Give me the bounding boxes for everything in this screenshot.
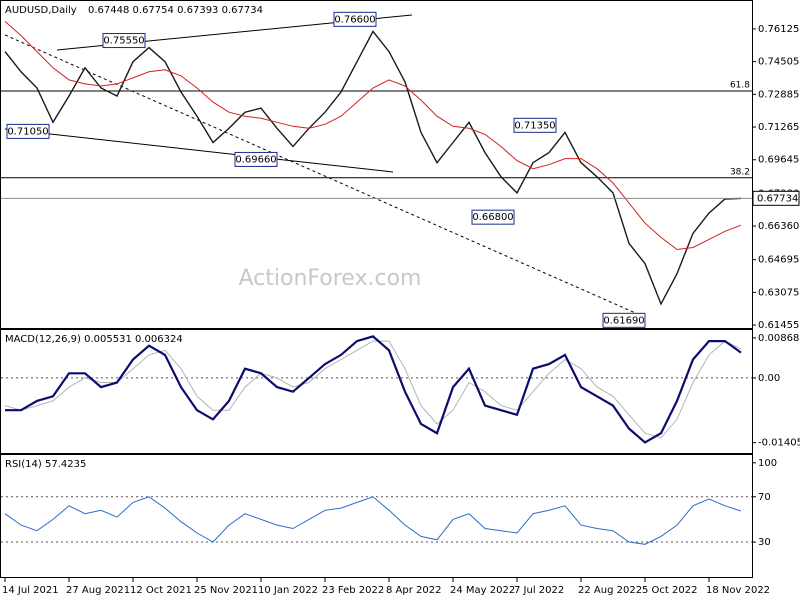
y-tick-label: 0.63075 <box>758 287 799 298</box>
x-tick-label: 8 Apr 2022 <box>386 585 441 596</box>
trend-line <box>4 34 641 316</box>
macd-panel <box>0 329 753 454</box>
price-annotation: 0.76600 <box>334 14 375 25</box>
last-price-box <box>752 190 800 206</box>
y-tick-label: 70 <box>758 492 771 503</box>
ohlc-values: 0.67448 0.67754 0.67393 0.67734 <box>88 5 263 16</box>
price-annotation: 0.69660 <box>235 154 276 165</box>
x-tick-label: 5 Oct 2022 <box>642 585 697 596</box>
x-tick-label: 7 Jul 2022 <box>514 585 564 596</box>
price-annotation: 0.71350 <box>514 120 555 131</box>
y-tick-label: 100 <box>758 458 777 469</box>
price-annotation-box <box>234 151 278 167</box>
x-tick-label: 27 Aug 2021 <box>66 585 130 596</box>
y-tick-label: 0.008687 <box>758 333 800 344</box>
y-tick-label: 0.76125 <box>758 24 799 35</box>
watermark: ActionForex.com <box>239 266 422 291</box>
x-tick-label: 22 Aug 2022 <box>578 585 642 596</box>
x-tick-label: 10 Jan 2022 <box>258 585 318 596</box>
y-tick-label: 0.61455 <box>758 320 799 331</box>
y-tick-label: 0.71265 <box>758 122 799 133</box>
x-tick-label: 23 Feb 2022 <box>322 585 384 596</box>
trend-line <box>4 128 394 173</box>
fib-label: 61.8 <box>730 80 750 90</box>
rsi-panel <box>0 454 753 578</box>
price-annotation: 0.75550 <box>103 36 144 47</box>
y-tick-label: 0.69645 <box>758 155 799 166</box>
rsi-title: RSI(14) 57.4235 <box>5 459 86 470</box>
x-tick-label: 14 Jul 2021 <box>2 585 59 596</box>
y-tick-label: 30 <box>758 537 771 548</box>
x-tick-label: 24 May 2022 <box>450 585 515 596</box>
series-line <box>4 21 742 251</box>
last-price-label: 0.67734 <box>757 193 798 204</box>
price-panel <box>0 0 753 329</box>
y-tick-label: 0.74505 <box>758 57 799 68</box>
price-annotation-box <box>602 312 646 328</box>
price-annotation: 0.61690 <box>603 315 644 326</box>
x-tick-label: 18 Nov 2022 <box>706 585 770 596</box>
y-tick-label: 0.72885 <box>758 89 799 100</box>
price-annotation-box <box>333 11 377 27</box>
y-tick-label: 0.00 <box>758 373 780 384</box>
macd-title: MACD(12,26,9) 0.005531 0.006324 <box>5 334 183 345</box>
y-tick-label: -0.014056 <box>758 438 800 449</box>
series-line <box>4 496 742 545</box>
price-annotation-box <box>6 123 50 139</box>
series-line <box>5 335 742 444</box>
x-tick-label: 25 Nov 2021 <box>194 585 258 596</box>
price-annotation-box <box>102 33 146 49</box>
y-tick-label: 0.64695 <box>758 255 799 266</box>
price-annotation-box <box>471 209 515 225</box>
x-tick-label: 12 Oct 2021 <box>130 585 192 596</box>
price-annotation: 0.71050 <box>7 126 48 137</box>
chart-title: AUDUSD,Daily <box>5 5 77 16</box>
price-annotation-box <box>513 117 557 133</box>
price-annotation: 0.66800 <box>472 212 513 223</box>
series-line <box>4 340 742 439</box>
fib-label: 38.2 <box>730 167 750 177</box>
y-tick-label: 0.66360 <box>758 221 799 232</box>
series-line <box>4 30 742 306</box>
